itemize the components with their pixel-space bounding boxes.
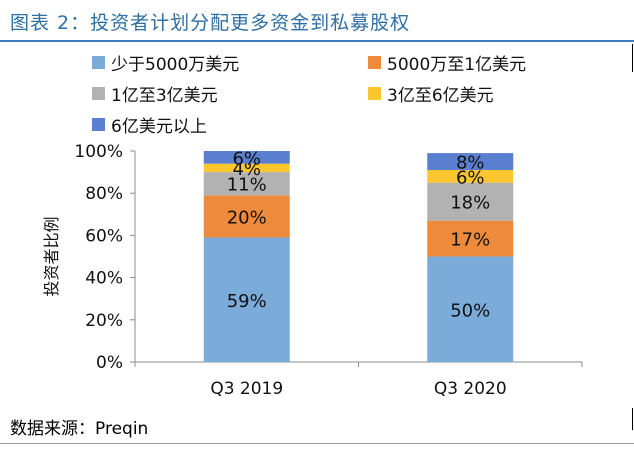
y-axis-title: 投资者比例 bbox=[42, 216, 61, 296]
y-tick-label: 40% bbox=[85, 269, 123, 289]
legend-item-under-50m: 少于5000万美元 bbox=[92, 50, 239, 75]
data-label: 11% bbox=[227, 175, 267, 196]
x-tick-label: Q3 2020 bbox=[434, 379, 507, 399]
data-label: 50% bbox=[450, 300, 490, 321]
bar-segment bbox=[203, 172, 290, 196]
y-tick-label: 80% bbox=[85, 184, 123, 204]
legend-label: 6亿美元以上 bbox=[111, 117, 207, 137]
frame-edge-top bbox=[632, 44, 633, 72]
bar-segment bbox=[427, 256, 514, 362]
y-tick-label: 20% bbox=[85, 311, 123, 331]
legend-item-300m-600m: 3亿至6亿美元 bbox=[368, 81, 494, 106]
title-divider bbox=[0, 40, 634, 42]
bar-segment bbox=[427, 153, 514, 170]
legend-swatch bbox=[368, 56, 381, 69]
chart-legend: 少于5000万美元 5000万至1亿美元 1亿至3亿美元 3亿至6亿美元 6亿美… bbox=[0, 0, 634, 140]
bar-segment bbox=[203, 237, 290, 362]
y-tick-label: 100% bbox=[74, 142, 123, 162]
legend-swatch bbox=[92, 56, 105, 69]
bar-segment bbox=[427, 169, 514, 183]
bar-segment bbox=[427, 182, 514, 221]
legend-item-over-600m: 6亿美元以上 bbox=[92, 112, 207, 137]
y-tick-label: 0% bbox=[96, 353, 123, 373]
figure-title: 图表 2：投资者计划分配更多资金到私募股权 bbox=[10, 12, 411, 34]
legend-swatch bbox=[92, 87, 105, 100]
legend-label: 1亿至3亿美元 bbox=[111, 86, 218, 106]
data-label: 20% bbox=[227, 207, 267, 228]
legend-item-100m-300m: 1亿至3亿美元 bbox=[92, 81, 218, 106]
data-label: 59% bbox=[227, 291, 267, 312]
x-tick-label: Q3 2019 bbox=[210, 379, 283, 399]
bar-segment bbox=[203, 151, 290, 164]
legend-swatch bbox=[368, 87, 381, 100]
legend-swatch bbox=[92, 118, 105, 131]
data-label: 18% bbox=[450, 193, 490, 214]
frame-edge-bottom bbox=[632, 408, 633, 430]
legend-label: 3亿至6亿美元 bbox=[387, 86, 494, 106]
legend-label: 少于5000万美元 bbox=[111, 55, 240, 75]
legend-item-50m-100m: 5000万至1亿美元 bbox=[368, 50, 526, 75]
data-label: 17% bbox=[450, 230, 490, 251]
data-label: 6% bbox=[232, 148, 261, 169]
legend-label: 5000万至1亿美元 bbox=[387, 55, 527, 75]
bar-segment bbox=[203, 195, 290, 238]
y-tick-label: 60% bbox=[85, 226, 123, 246]
source-note: 数据来源：Preqin bbox=[10, 419, 149, 439]
data-label: 4% bbox=[232, 159, 261, 180]
bar-segment bbox=[203, 163, 290, 173]
data-label: 8% bbox=[456, 153, 485, 174]
bottom-divider bbox=[0, 443, 634, 444]
bar-segment bbox=[427, 220, 514, 257]
data-label: 6% bbox=[456, 167, 485, 188]
